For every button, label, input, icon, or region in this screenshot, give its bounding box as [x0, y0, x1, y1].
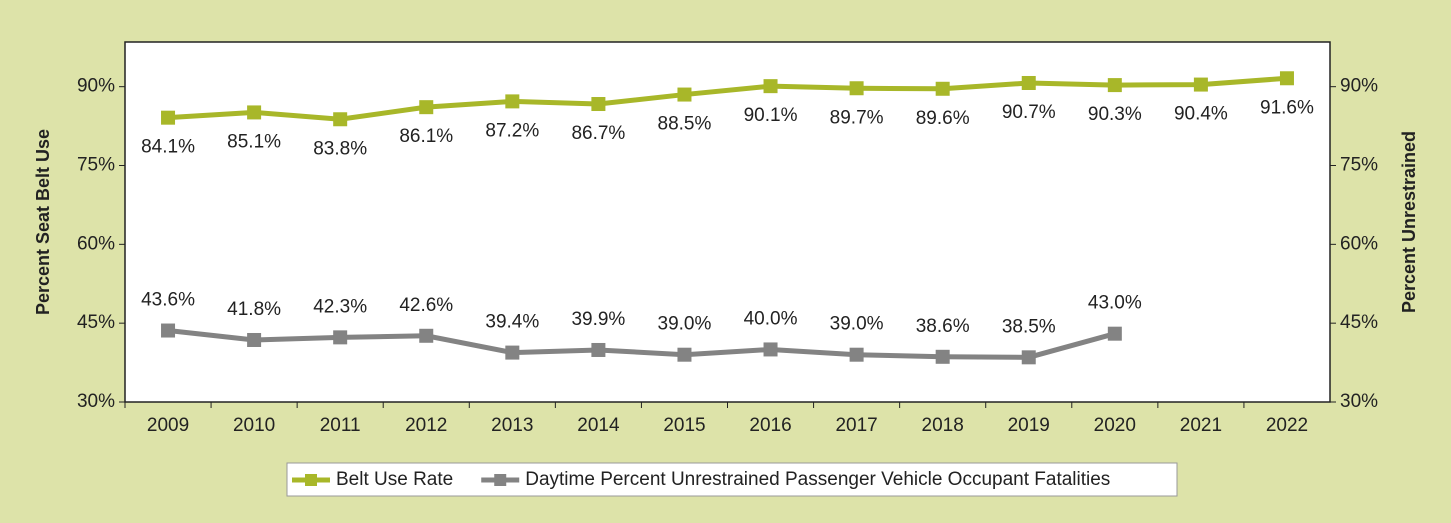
point	[763, 342, 778, 357]
y2-tick-label: 90%	[1340, 76, 1378, 97]
point	[849, 347, 864, 362]
data-label: 86.1%	[399, 126, 453, 147]
series-line	[167, 75, 1288, 122]
y-tick-label: 30%	[77, 391, 115, 412]
plot-area	[124, 41, 1331, 403]
x-tick-label: 2013	[491, 415, 533, 436]
x-tick-label: 2010	[233, 415, 275, 436]
data-label: 43.0%	[1088, 293, 1142, 314]
data-label: 42.6%	[399, 295, 453, 316]
y2-tick-label: 45%	[1340, 312, 1378, 333]
point	[591, 97, 606, 112]
data-label: 86.7%	[571, 123, 625, 144]
x-tick-label: 2022	[1266, 415, 1308, 436]
y-tick-label: 75%	[77, 155, 115, 176]
x-tick-label: 2019	[1008, 415, 1050, 436]
point	[505, 94, 520, 109]
data-label: 87.2%	[485, 120, 539, 141]
x-tick-label: 2012	[405, 415, 447, 436]
point	[1193, 77, 1208, 92]
x-tick-label: 2009	[147, 415, 189, 436]
point	[1021, 75, 1036, 90]
data-label: 90.4%	[1174, 104, 1228, 125]
data-label: 41.8%	[227, 299, 281, 320]
y-tick-label: 45%	[77, 312, 115, 333]
data-label: 38.6%	[916, 316, 970, 337]
point	[1021, 350, 1036, 365]
y-tick-label: 90%	[77, 76, 115, 97]
point	[935, 81, 950, 96]
x-tick-label: 2016	[749, 415, 791, 436]
data-label: 42.3%	[313, 296, 367, 317]
data-label: 91.6%	[1260, 97, 1314, 118]
legend-box	[286, 462, 1178, 497]
x-tick-label: 2021	[1180, 415, 1222, 436]
point	[935, 349, 950, 364]
x-tick-label: 2018	[922, 415, 964, 436]
point	[333, 112, 348, 127]
data-label: 39.9%	[571, 309, 625, 330]
data-label: 39.4%	[485, 312, 539, 333]
y2-tick-label: 75%	[1340, 155, 1378, 176]
point	[161, 110, 176, 125]
x-tick-label: 2014	[577, 415, 620, 436]
x-tick-label: 2015	[663, 415, 705, 436]
y2-tick-label: 60%	[1340, 233, 1378, 254]
data-label: 43.6%	[141, 290, 195, 311]
point	[247, 105, 262, 120]
data-label: 89.6%	[916, 108, 970, 129]
data-label: 90.7%	[1002, 102, 1056, 123]
point	[763, 79, 778, 94]
x-tick-label: 2011	[320, 415, 361, 436]
point	[849, 81, 864, 96]
legend-marker	[305, 474, 317, 486]
point	[1107, 326, 1122, 341]
series-line	[167, 328, 1116, 360]
point	[419, 328, 434, 343]
point	[677, 87, 692, 102]
x-tick-label: 2020	[1094, 415, 1136, 436]
data-label: 83.8%	[313, 138, 367, 159]
point	[419, 100, 434, 115]
point	[247, 332, 262, 347]
data-label: 88.5%	[658, 114, 712, 135]
data-label: 84.1%	[141, 137, 195, 158]
data-label: 39.0%	[658, 314, 712, 335]
data-label: 39.0%	[830, 314, 884, 335]
point	[591, 342, 606, 357]
y2-axis-label: Percent Unrestrained	[1399, 131, 1419, 313]
y-tick-label: 60%	[77, 233, 115, 254]
data-label: 90.1%	[744, 105, 798, 126]
point	[161, 323, 176, 338]
data-label: 85.1%	[227, 131, 281, 152]
y2-tick-label: 30%	[1340, 391, 1378, 412]
point	[1279, 71, 1294, 86]
point	[677, 347, 692, 362]
y-axis-label: Percent Seat Belt Use	[33, 129, 53, 315]
data-label: 89.7%	[830, 107, 884, 128]
legend-label: Belt Use Rate	[336, 469, 453, 490]
legend-marker	[494, 474, 507, 486]
point	[1107, 78, 1122, 93]
data-label: 90.3%	[1088, 104, 1142, 125]
x-tick-label: 2017	[835, 415, 877, 436]
point	[505, 345, 520, 360]
point	[333, 330, 348, 345]
data-label: 40.0%	[744, 308, 798, 329]
legend-label: Daytime Percent Unrestrained Passenger V…	[525, 469, 1110, 490]
data-label: 38.5%	[1002, 316, 1056, 337]
